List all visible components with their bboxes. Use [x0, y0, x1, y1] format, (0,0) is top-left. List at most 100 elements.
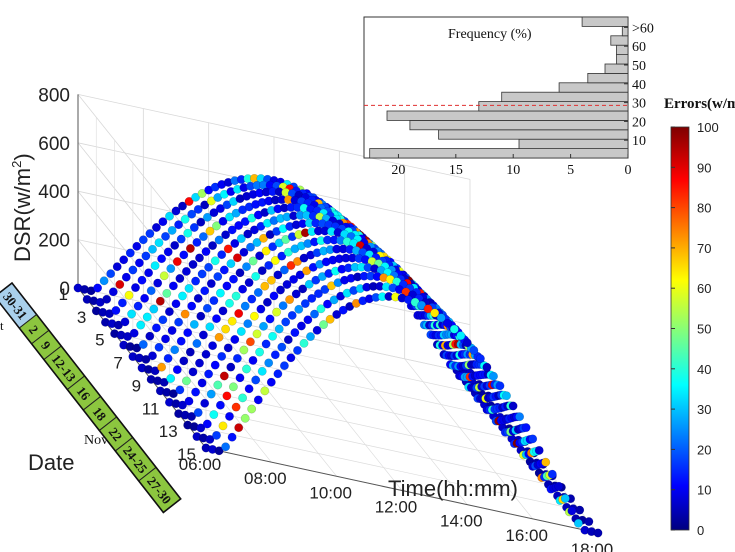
dsr-point: [268, 242, 278, 252]
time-axis-ticks: 06:00 08:00 10:00 12:00 14:00 16:00 18:00: [179, 455, 614, 552]
histogram-bar: [386, 110, 629, 121]
dsr-point: [240, 301, 250, 311]
dsr-point: [251, 375, 261, 385]
left-wall-grid-line: [77, 142, 207, 304]
dsr-point: [138, 235, 148, 245]
dsr-point: [159, 377, 169, 387]
dsr-point: [127, 309, 137, 319]
dsr-point: [185, 347, 195, 357]
dsr-point: [221, 442, 231, 452]
time-tick-label: 18:00: [571, 540, 614, 552]
dsr-point: [311, 275, 321, 285]
time-tick-label: 12:00: [375, 498, 418, 517]
dsr-point: [226, 362, 236, 372]
colorbar-tick-label: 80: [697, 201, 711, 216]
floor-grid-line: [187, 424, 580, 511]
dsr-point: [124, 290, 134, 300]
date-tick-label: 9: [132, 376, 141, 395]
dsr-point: [316, 304, 326, 314]
dsr-point: [196, 311, 206, 321]
dsr-point: [299, 338, 309, 348]
left-wall-grid-line: [77, 190, 207, 352]
histogram-x-tick-label: 5: [567, 163, 574, 178]
dsr-point: [302, 266, 311, 276]
dsr-point: [449, 324, 459, 334]
dsr-point: [249, 225, 259, 235]
dsr-point: [251, 271, 261, 281]
dsr-point: [153, 278, 163, 288]
dsr-point: [260, 281, 270, 291]
histogram-y-tick-label: 30: [632, 97, 646, 112]
dsr-point: [320, 285, 330, 294]
dsr-point: [178, 400, 187, 410]
dsr-point: [176, 336, 186, 346]
dsr-point: [226, 259, 236, 269]
dsr-point: [166, 374, 176, 383]
time-tick-label: 10:00: [309, 483, 352, 502]
dsr-point: [235, 373, 245, 383]
colorbar-title: Errors(w/m: [664, 96, 735, 112]
floor-grid-line: [404, 358, 533, 520]
dsr-point: [174, 220, 184, 230]
dsr-point: [215, 400, 225, 410]
dsr-point: [180, 214, 190, 224]
histogram-x-tick-label: 10: [506, 163, 520, 178]
dsr-point: [213, 380, 223, 390]
dsr-point: [303, 315, 313, 325]
dsr-point: [161, 231, 170, 241]
dsr-point: [268, 331, 277, 341]
dsr-point: [236, 234, 246, 244]
dsr-point: [129, 328, 139, 338]
dsr-point: [215, 288, 225, 298]
dsr-point: [219, 371, 229, 381]
dsr-point: [312, 325, 322, 335]
dsr-point: [180, 309, 190, 319]
dsr-point: [118, 298, 127, 308]
dsr-point: [209, 410, 219, 419]
dsr-point: [285, 295, 294, 304]
dsr-point: [148, 244, 157, 254]
dsr-point: [534, 445, 544, 455]
dsr-point: [204, 262, 214, 272]
dsr-point: [206, 389, 216, 399]
dsr-point: [223, 343, 233, 353]
dsr-point: [128, 265, 138, 275]
time-tick-label: 14:00: [440, 512, 483, 531]
dsr-point: [141, 251, 151, 261]
dsr-point: [338, 305, 348, 315]
left-wall-grid-line: [77, 94, 207, 255]
dsr-point: [188, 367, 198, 377]
dsr-point: [245, 337, 255, 347]
dsr-point: [243, 319, 253, 329]
histogram-y-tick-label: 50: [632, 59, 646, 74]
dsr-point: [189, 223, 199, 232]
dsr-point: [243, 229, 253, 239]
dsr-point: [168, 389, 178, 399]
dsr-point: [157, 362, 167, 372]
dsr-point: [142, 312, 152, 322]
dsr-point: [560, 494, 570, 503]
dsr-point: [212, 221, 221, 231]
dsr-point: [200, 398, 210, 408]
dsr-point: [179, 356, 189, 366]
floor-grid-line: [114, 333, 507, 420]
dsr-point: [436, 313, 446, 323]
dsr-axis-title: DSR(w/m2): [9, 153, 35, 262]
dsr-point: [279, 361, 289, 371]
dsr-point: [489, 371, 498, 381]
dsr-point: [249, 311, 259, 321]
dsr-point: [323, 299, 332, 309]
dsr-point: [174, 317, 184, 327]
dsr-point: [307, 293, 317, 303]
dsr-point: [195, 253, 204, 263]
dsr-point: [528, 434, 538, 444]
dsr-point: [212, 430, 221, 440]
dsr-point: [282, 280, 292, 289]
dsr-point: [170, 345, 180, 355]
dsr-point: [246, 242, 255, 252]
colorbar-tick-label: 30: [697, 402, 711, 417]
time-axis-line: [205, 447, 599, 534]
dsr-point: [196, 423, 206, 433]
